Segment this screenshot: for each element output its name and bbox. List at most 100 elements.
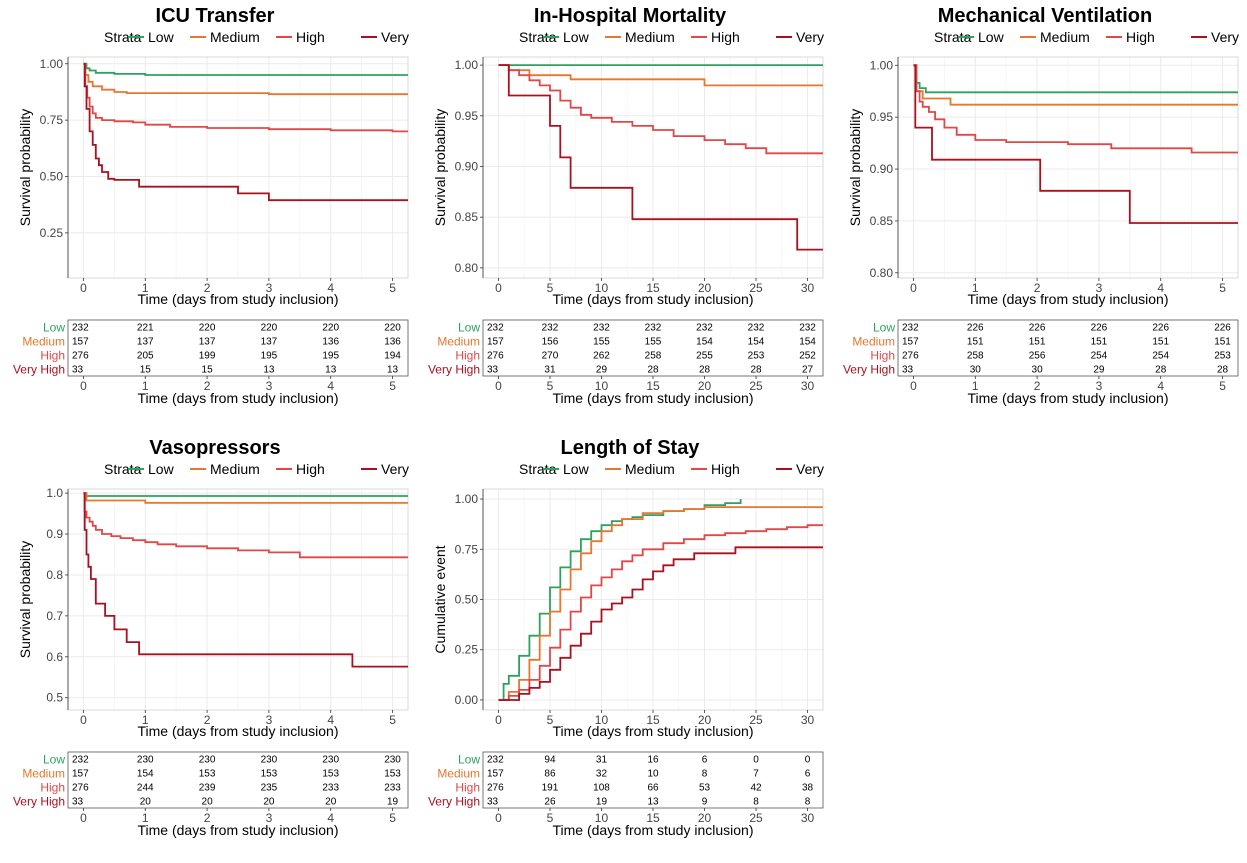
legend-label-very-high: Very High [796, 29, 825, 45]
risk-cell: 232 [902, 323, 919, 334]
risk-cell: 94 [544, 755, 556, 766]
risk-cell: 27 [802, 365, 814, 376]
risk-cell: 33 [487, 797, 499, 808]
risk-cell: 254 [1091, 351, 1108, 362]
x-tick-label: 1 [142, 281, 149, 295]
x-axis-label: Time (days from study inclusion) [138, 723, 339, 739]
legend-label-low: Low [978, 29, 1005, 45]
risk-cell: 20 [325, 797, 337, 808]
risk-cell: 19 [596, 797, 608, 808]
risk-cell: 230 [199, 755, 216, 766]
legend-label-medium: Medium [625, 461, 675, 477]
risk-x-tick-label: 30 [801, 379, 815, 393]
risk-x-tick-label: 25 [749, 379, 763, 393]
risk-cell: 226 [1029, 323, 1046, 334]
y-tick-label: 0.7 [46, 609, 63, 623]
chart-title: ICU Transfer [156, 5, 275, 27]
risk-x-tick-label: 10 [595, 379, 609, 393]
legend-title: Strata [934, 29, 972, 45]
risk-x-axis-label: Time (days from study inclusion) [138, 822, 339, 838]
risk-cell: 26 [544, 797, 556, 808]
legend-title: Strata [519, 461, 557, 477]
risk-row-label-high: High [40, 781, 65, 795]
risk-row-label-low: Low [43, 753, 65, 767]
risk-x-tick-label: 20 [698, 811, 712, 825]
y-tick-label: 1.0 [46, 486, 63, 500]
y-tick-label: 0.75 [455, 542, 479, 556]
risk-row-label-medium: Medium [852, 335, 895, 349]
series-line-low [83, 62, 408, 76]
risk-cell: 232 [593, 323, 610, 334]
y-tick-label: 0.8 [46, 568, 63, 582]
risk-table-frame [482, 751, 824, 809]
x-tick-label: 5 [389, 713, 396, 727]
y-tick-label: 0.25 [455, 643, 479, 657]
risk-cell: 10 [647, 769, 659, 780]
x-tick-label: 1 [972, 281, 979, 295]
y-tick-label: 0.95 [455, 109, 479, 123]
y-axis-label: Survival probability [432, 109, 448, 227]
y-tick-label: 0.85 [455, 210, 479, 224]
series-line-very-high [498, 64, 823, 251]
risk-x-tick-label: 5 [389, 379, 396, 393]
risk-x-tick-label: 15 [646, 379, 660, 393]
legend-title: Strata [104, 29, 142, 45]
risk-cell: 9 [702, 797, 708, 808]
x-tick-label: 5 [547, 281, 554, 295]
series-line-high [83, 62, 408, 133]
chart-title: Length of Stay [561, 437, 701, 459]
risk-cell: 151 [1091, 337, 1108, 348]
legend-title: Strata [519, 29, 557, 45]
x-tick-label: 0 [80, 713, 87, 727]
risk-row-label-very-high: Very High [428, 363, 480, 377]
legend-title: Strata [104, 461, 142, 477]
x-tick-label: 10 [595, 281, 609, 295]
risk-cell: 194 [384, 351, 401, 362]
x-tick-label: 0 [910, 281, 917, 295]
legend-label-low: Low [148, 29, 175, 45]
y-tick-label: 0.50 [455, 593, 479, 607]
risk-cell: 262 [593, 351, 610, 362]
y-tick-label: 1.00 [455, 58, 479, 72]
chart-title: In-Hospital Mortality [534, 5, 727, 27]
series-line-high [498, 64, 823, 155]
risk-cell: 157 [487, 769, 504, 780]
risk-x-tick-label: 4 [327, 811, 334, 825]
y-tick-label: 1.00 [870, 58, 894, 72]
risk-cell: 28 [750, 365, 762, 376]
y-tick-label: 0.5 [46, 691, 63, 705]
risk-cell: 38 [802, 783, 814, 794]
risk-row-label-medium: Medium [22, 335, 65, 349]
risk-cell: 232 [72, 755, 89, 766]
risk-cell: 16 [647, 755, 659, 766]
risk-cell: 270 [542, 351, 559, 362]
legend-label-very-high: Very High [381, 29, 410, 45]
risk-cell: 42 [750, 783, 762, 794]
risk-x-tick-label: 2 [204, 811, 211, 825]
risk-cell: 244 [137, 783, 154, 794]
risk-cell: 226 [1091, 323, 1108, 334]
risk-cell: 153 [199, 769, 216, 780]
risk-cell: 30 [1032, 365, 1044, 376]
risk-cell: 28 [647, 365, 659, 376]
panel-in-hospital-mortality: In-Hospital Mortality Strata Low Medium High… [415, 0, 825, 430]
risk-cell: 13 [387, 365, 399, 376]
series-line-medium [498, 506, 823, 701]
risk-cell: 232 [72, 323, 89, 334]
risk-cell: 28 [1217, 365, 1229, 376]
x-axis-label: Time (days from study inclusion) [968, 291, 1169, 307]
risk-x-tick-label: 5 [389, 811, 396, 825]
y-tick-label: 0.95 [870, 110, 894, 124]
risk-row-label-high: High [455, 349, 480, 363]
risk-row-label-high: High [870, 349, 895, 363]
series-line-high [83, 492, 408, 559]
y-tick-label: 0.80 [870, 266, 894, 280]
risk-x-axis-label: Time (days from study inclusion) [138, 390, 339, 406]
risk-x-tick-label: 20 [698, 379, 712, 393]
risk-cell: 230 [137, 755, 154, 766]
risk-cell: 253 [1214, 351, 1231, 362]
risk-cell: 205 [137, 351, 154, 362]
x-tick-label: 20 [698, 713, 712, 727]
risk-cell: 232 [799, 323, 816, 334]
